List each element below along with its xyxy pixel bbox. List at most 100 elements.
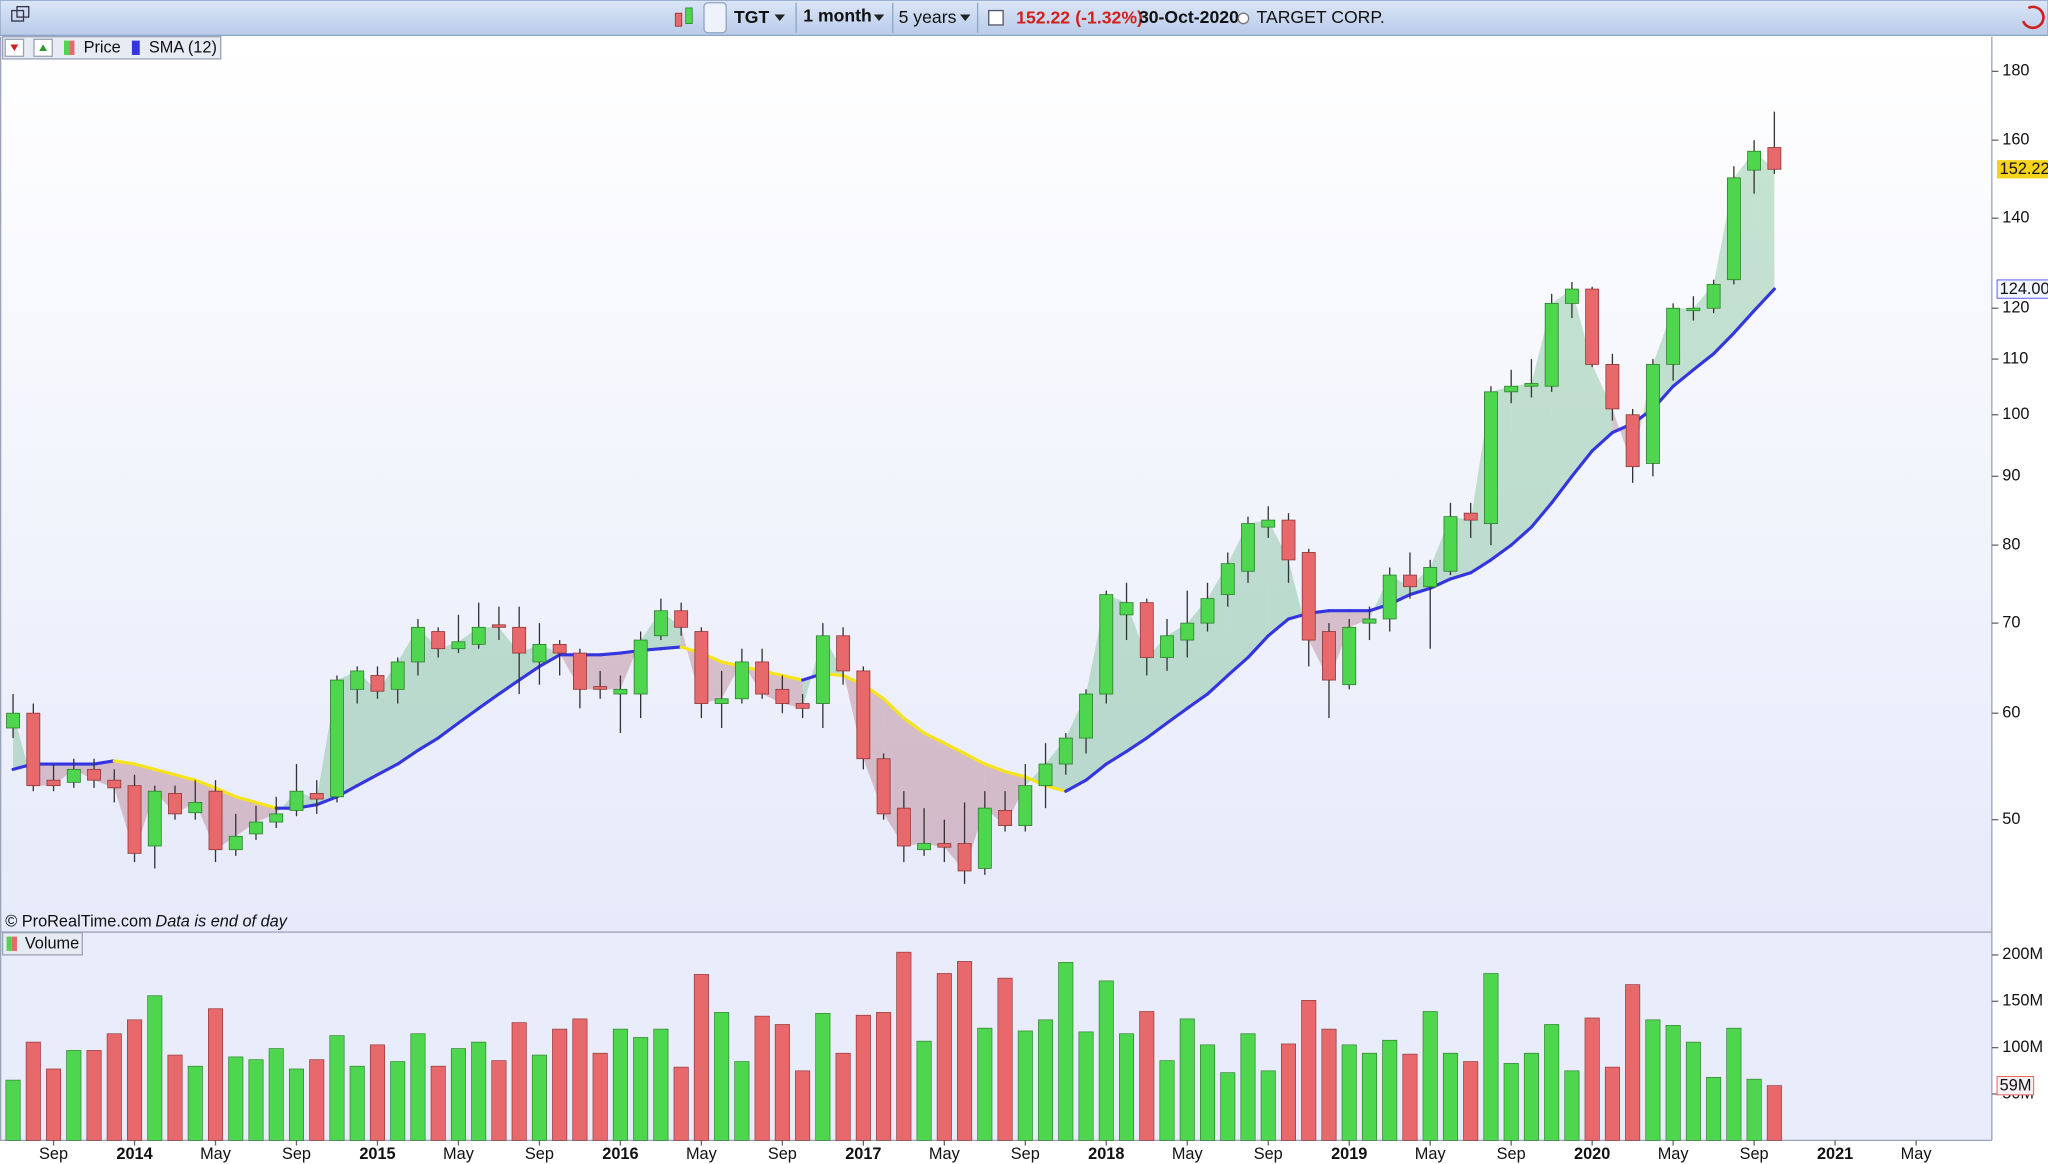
sma-gap-fill — [1754, 151, 1775, 311]
volume-bar — [734, 1061, 750, 1141]
volume-bar — [997, 977, 1013, 1141]
legend-label[interactable]: Price — [84, 39, 121, 57]
x-tick-label: 2016 — [602, 1145, 638, 1163]
candle-body — [350, 670, 365, 690]
sma-gap-fill — [1592, 364, 1613, 451]
legend-label[interactable]: SMA (12) — [149, 39, 217, 57]
candle-body — [856, 670, 871, 760]
sma-line — [1732, 309, 1756, 335]
chart-type-button[interactable] — [674, 7, 693, 27]
volume-bar — [552, 1028, 568, 1141]
candle-body — [1463, 512, 1478, 521]
candle-body — [1342, 626, 1357, 686]
volume-bar — [1199, 1044, 1216, 1141]
x-tick-label: Sep — [39, 1145, 68, 1163]
candle-body — [46, 779, 61, 787]
volume-bar — [693, 974, 709, 1141]
candle-body — [1726, 177, 1741, 281]
sma-line — [1671, 368, 1695, 388]
volume-bar — [1625, 984, 1641, 1141]
volume-bar — [167, 1054, 183, 1141]
sma-line — [1104, 749, 1129, 766]
icon — [685, 7, 693, 25]
period[interactable]: 5 years — [899, 7, 957, 27]
refresh-icon[interactable] — [2021, 5, 2045, 30]
volume-bar — [1220, 1072, 1236, 1141]
candle-body — [572, 652, 587, 690]
price-change: (-1.32%) — [1075, 7, 1143, 27]
volume-bar — [977, 1027, 993, 1141]
legend-swatch — [11, 936, 17, 951]
sma-line — [537, 653, 562, 668]
y-tick-label: 140 — [2002, 208, 2029, 226]
interval[interactable]: 1 month — [803, 6, 872, 26]
plot-layer: 506070809010011012014016018050M100M150M2… — [5, 62, 2048, 1163]
volume-bar — [1442, 1052, 1458, 1141]
candle-body — [1544, 302, 1559, 387]
candle-body — [269, 813, 284, 823]
volume-bar — [957, 961, 973, 1141]
symbol[interactable]: TGT — [734, 7, 769, 27]
info-icon[interactable] — [988, 9, 1004, 26]
sma-line — [1469, 558, 1493, 575]
x-tick-label: May — [1415, 1145, 1447, 1163]
candle-body — [471, 626, 486, 645]
volume-bar — [1139, 1011, 1155, 1141]
volume-bar — [1604, 1066, 1620, 1141]
dropdown-arrow[interactable] — [774, 14, 785, 22]
volume-bar — [754, 1015, 770, 1141]
candle-body — [1666, 307, 1681, 365]
y-tick-label: 70 — [2002, 613, 2020, 631]
x-tick-label: Sep — [1740, 1145, 1769, 1163]
volume-bar — [491, 1060, 507, 1141]
sma-line — [497, 678, 521, 696]
candle-body — [957, 843, 972, 872]
candle-body — [836, 635, 851, 672]
sma-line — [1509, 525, 1533, 547]
candle-body — [653, 610, 668, 637]
volume-bar — [309, 1059, 325, 1141]
volume-bar — [916, 1040, 932, 1141]
icon — [10, 44, 19, 52]
sma-gap-fill — [458, 627, 479, 724]
candle-body — [107, 779, 122, 789]
sma-line — [1246, 634, 1270, 660]
candle-body — [1058, 737, 1073, 765]
volume-bar — [248, 1059, 264, 1141]
volume-bar — [592, 1052, 608, 1141]
sma-line — [1145, 721, 1169, 740]
candle-body — [1241, 523, 1255, 572]
candle-body — [390, 661, 405, 690]
volume-bar — [1766, 1085, 1782, 1141]
icon — [674, 12, 683, 27]
candle-body — [1403, 574, 1417, 588]
dropdown-arrow[interactable] — [873, 14, 885, 22]
y-tick-label: 100 — [2002, 405, 2029, 423]
volume-bar — [268, 1048, 284, 1141]
sma-line — [396, 748, 420, 766]
volume-bar — [896, 951, 912, 1141]
candle-body — [917, 843, 932, 851]
volume-bar — [1341, 1044, 1357, 1141]
volume-bar — [1463, 1061, 1479, 1141]
sma-line — [1550, 474, 1574, 505]
volume-legend: Volume — [1, 932, 83, 956]
legend-label[interactable]: Volume — [25, 935, 79, 953]
candle-body — [168, 793, 182, 815]
candle-body — [411, 626, 425, 663]
volume-bar — [1544, 1024, 1560, 1141]
volume-bar — [1240, 1033, 1256, 1141]
dropdown-arrow[interactable] — [960, 14, 971, 22]
volume-bar — [207, 1008, 224, 1141]
sma-gap-fill — [1146, 635, 1168, 739]
volume-bar — [876, 1012, 892, 1141]
sma-line — [1266, 617, 1291, 638]
x-tick-label: 2017 — [845, 1145, 881, 1163]
candle-body — [1038, 763, 1053, 787]
x-tick-label: Sep — [525, 1145, 554, 1163]
window-icon[interactable] — [16, 6, 30, 18]
sma-line — [1205, 673, 1230, 696]
candle-body — [633, 639, 648, 695]
tool-button[interactable] — [703, 2, 727, 34]
sma-gap-fill — [1612, 408, 1633, 467]
